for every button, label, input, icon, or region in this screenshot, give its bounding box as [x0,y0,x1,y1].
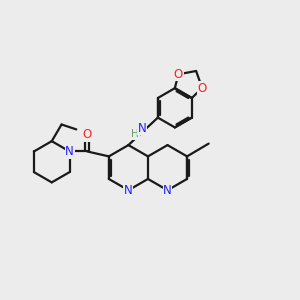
Text: N: N [124,184,133,197]
Text: N: N [163,184,172,197]
Text: N: N [138,122,146,135]
Text: O: O [82,128,92,141]
Text: N: N [65,145,74,158]
Text: O: O [174,68,183,81]
Text: O: O [197,82,207,94]
Text: H: H [131,129,139,139]
